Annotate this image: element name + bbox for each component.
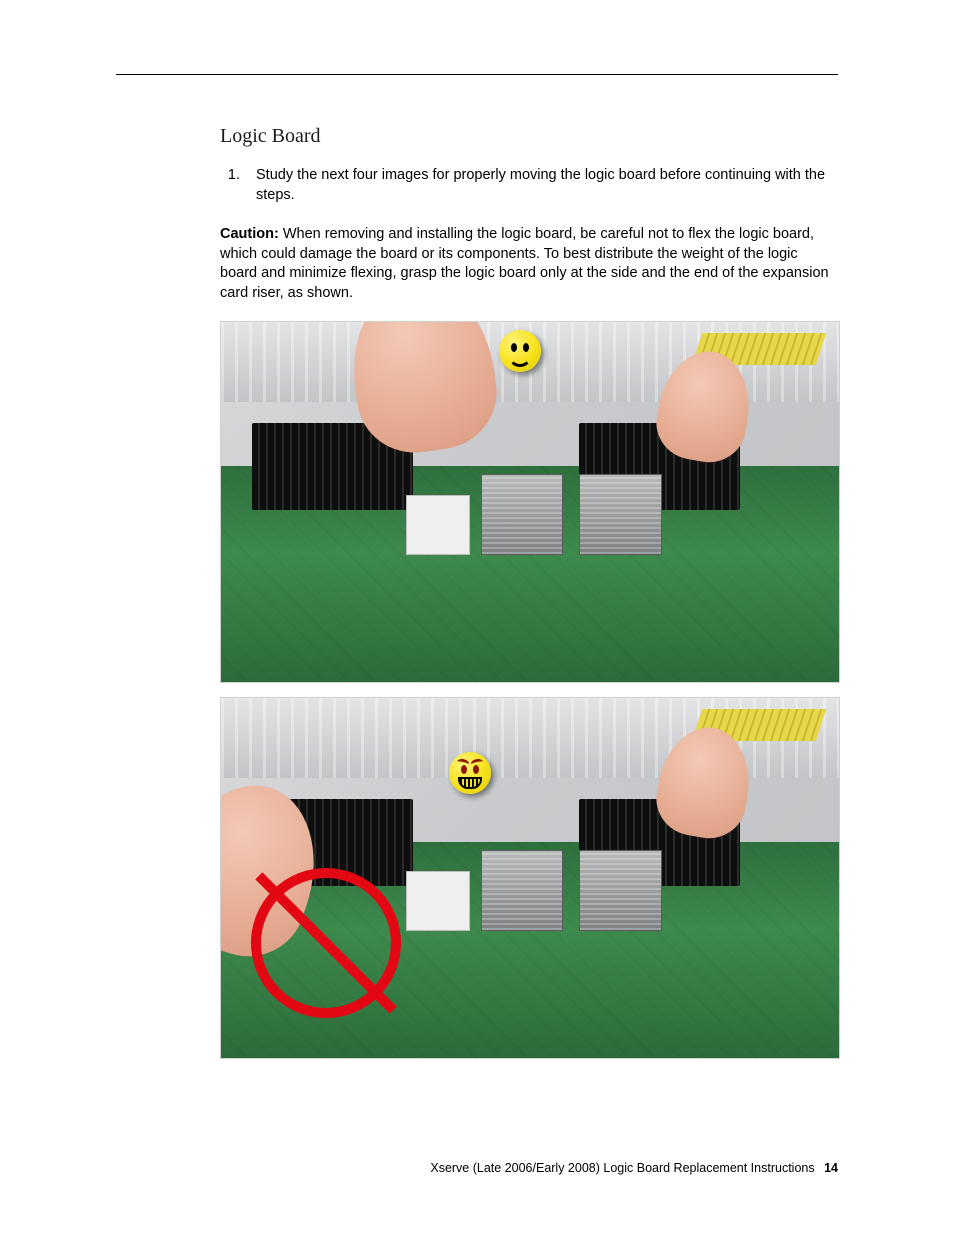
- step-item: Study the next four images for properly …: [244, 166, 838, 205]
- eye-icon: [461, 765, 467, 774]
- caution-paragraph: Caution: When removing and installing th…: [220, 225, 838, 303]
- cpu-socket: [406, 871, 470, 931]
- cpu-socket: [406, 495, 470, 555]
- heatsink-1: [481, 474, 563, 555]
- figure-incorrect-handling: [220, 697, 840, 1059]
- content-column: Logic Board Study the next four images f…: [220, 125, 838, 1073]
- smile-icon: [508, 352, 532, 367]
- eye-icon: [511, 343, 517, 352]
- page: Logic Board Study the next four images f…: [0, 0, 954, 1235]
- heatsink-1: [481, 850, 563, 931]
- heatsink-2: [579, 474, 661, 555]
- step-list: Study the next four images for properly …: [220, 166, 838, 205]
- footer-text: Xserve (Late 2006/Early 2008) Logic Boar…: [430, 1161, 814, 1175]
- prohibition-icon: [251, 868, 401, 1018]
- eye-icon: [523, 343, 529, 352]
- page-number: 14: [824, 1161, 838, 1175]
- page-footer: Xserve (Late 2006/Early 2008) Logic Boar…: [116, 1161, 838, 1175]
- eye-icon: [473, 765, 479, 774]
- caution-text: When removing and installing the logic b…: [220, 226, 829, 301]
- step-text: Study the next four images for properly …: [256, 167, 825, 203]
- grimace-icon: [458, 777, 482, 789]
- header-rule: [116, 74, 838, 75]
- heatsink-2: [579, 850, 661, 931]
- caution-label: Caution:: [220, 226, 279, 242]
- figure-correct-handling: [220, 321, 840, 683]
- section-title: Logic Board: [220, 125, 838, 148]
